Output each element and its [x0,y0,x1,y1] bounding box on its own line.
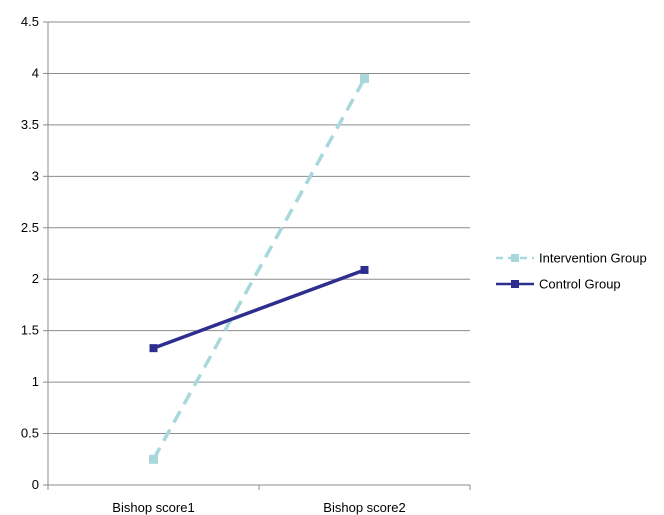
legend-entry: Intervention Group [496,251,647,266]
y-tick-label: 4.5 [21,14,39,29]
y-tick-label: 1.5 [21,323,39,338]
y-tick-label: 4 [32,65,39,80]
y-tick-label: 3.5 [21,117,39,132]
legend-marker [511,280,519,288]
x-tick-label: Bishop score2 [323,500,405,515]
legend-entry: Control Group [496,277,621,292]
y-tick-labels: 0 0.5 1 1.5 2 2.5 3 3.5 4 4.5 [21,14,39,492]
y-tick-label: 0.5 [21,426,39,441]
legend-label: Control Group [539,277,621,292]
x-tick-label: Bishop score1 [112,500,194,515]
series [149,74,369,464]
legend-marker [511,254,519,262]
gridlines [48,21,470,435]
data-point [360,265,369,274]
axes [43,21,471,490]
series-line [152,268,366,350]
legend-label: Intervention Group [539,251,647,266]
data-point [360,74,369,84]
series-line [151,77,367,461]
series-control-group [149,265,369,353]
y-tick-label: 1 [32,374,39,389]
y-tick-label: 2 [32,271,39,286]
y-tick-label: 0 [32,477,39,492]
x-tick-labels: Bishop score1 Bishop score2 [112,500,405,515]
legend: Intervention Group Control Group [496,251,647,292]
data-point [149,344,158,353]
series-intervention-group [149,74,369,464]
y-tick-label: 3 [32,168,39,183]
y-tick-label: 2.5 [21,220,39,235]
data-point [149,454,158,464]
